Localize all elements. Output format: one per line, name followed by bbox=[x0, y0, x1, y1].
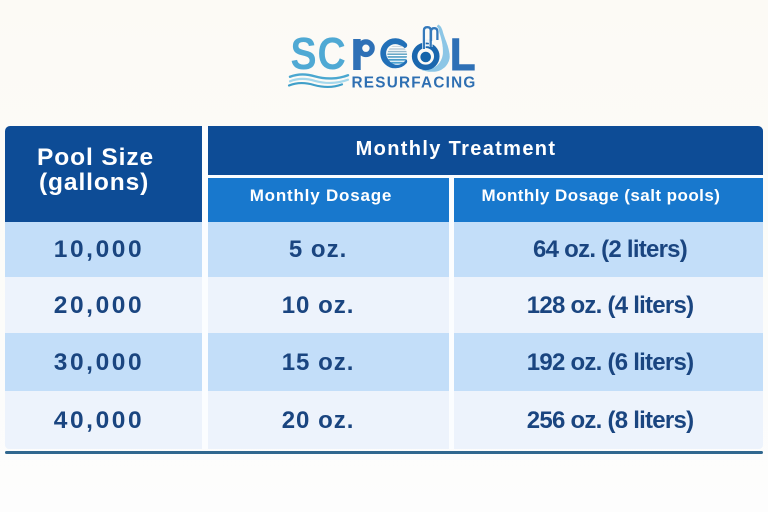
svg-text:RESURFACING: RESURFACING bbox=[352, 75, 477, 92]
svg-text:SC: SC bbox=[291, 28, 347, 78]
